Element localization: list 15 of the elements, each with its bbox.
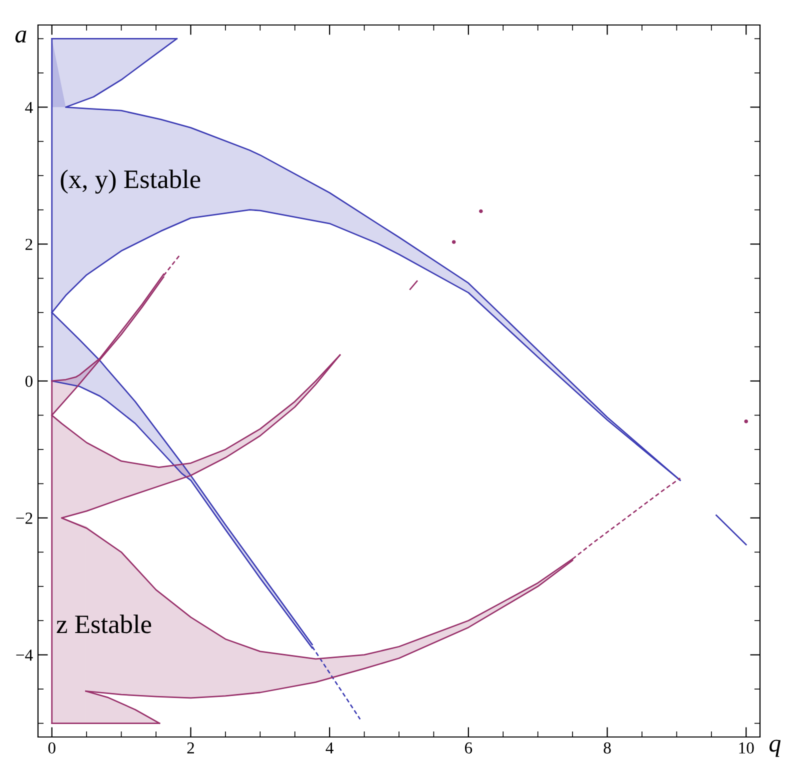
x-axis-title: q <box>769 740 781 757</box>
y-axis-title: a <box>15 30 26 43</box>
x-tick-label: 8 <box>604 742 611 754</box>
annotation: z Estable <box>56 614 152 634</box>
x-tick-label: 4 <box>326 742 334 754</box>
y-tick-label: 0 <box>25 376 33 387</box>
x-tick-label: 2 <box>187 742 194 754</box>
annotation: (x, y) Estable <box>60 170 200 194</box>
y-tick-label: 4 <box>25 102 33 113</box>
y-tick-label: −2 <box>16 512 32 524</box>
x-tick-label: 0 <box>48 742 56 754</box>
x-tick-label: 6 <box>464 742 472 754</box>
x-tick-label: 10 <box>739 742 754 754</box>
y-tick-label: −4 <box>16 650 33 661</box>
y-tick-label: 2 <box>26 238 32 250</box>
